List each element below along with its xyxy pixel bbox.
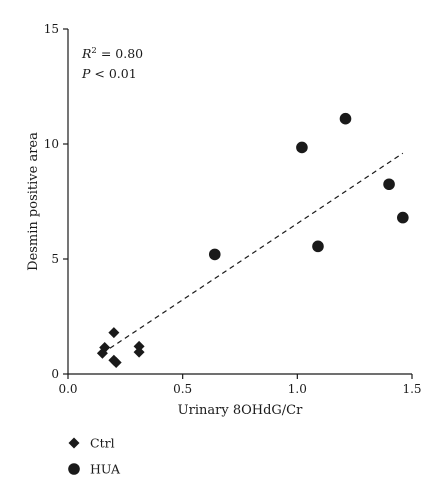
- legend-label: HUA: [90, 462, 121, 477]
- axes: [67, 29, 412, 375]
- trendline: [102, 152, 404, 354]
- y-axis-label: Desmin positive area: [26, 132, 41, 271]
- y-tick-label: 10: [44, 137, 59, 151]
- r-squared-annotation: R2 = 0.80: [81, 46, 143, 61]
- data-point-hua: [383, 178, 395, 191]
- data-point-hua: [296, 141, 308, 154]
- x-tick-label: 0.0: [58, 382, 77, 396]
- r2-value: = 0.80: [97, 46, 143, 61]
- r2-superscript: 2: [91, 46, 96, 56]
- legend-item-hua: HUA: [68, 462, 121, 477]
- y-tick-label: 15: [44, 22, 59, 36]
- data-points: [96, 112, 409, 368]
- r2-symbol: R: [81, 46, 91, 61]
- x-axis-label: Urinary 8OHdG/Cr: [178, 403, 303, 418]
- x-tick-label: 1.5: [402, 382, 421, 396]
- data-point-hua: [397, 211, 409, 224]
- p-value-annotation: P < 0.01: [81, 66, 137, 81]
- data-point-hua: [208, 248, 221, 261]
- x-tick-label: 0.5: [173, 382, 192, 396]
- y-tick-label: 5: [51, 252, 59, 266]
- x-tick-label: 1.0: [288, 382, 307, 396]
- data-point-ctrl: [133, 346, 145, 358]
- data-point-hua: [312, 240, 324, 253]
- x-ticks: 0.0 0.5 1.0 1.5: [58, 374, 422, 396]
- data-point-ctrl: [99, 342, 111, 354]
- data-point-ctrl: [133, 340, 145, 352]
- data-point-ctrl: [110, 357, 122, 368]
- legend: Ctrl HUA: [68, 436, 121, 477]
- stats-annotation: R2 = 0.80 P < 0.01: [81, 46, 143, 81]
- legend-item-ctrl: Ctrl: [68, 436, 115, 451]
- y-tick-label: 0: [51, 367, 59, 381]
- legend-marker-hua: [68, 463, 80, 475]
- data-point-ctrl: [108, 327, 120, 339]
- data-point-hua: [339, 112, 352, 125]
- legend-label: Ctrl: [90, 436, 115, 451]
- p-value: < 0.01: [90, 66, 136, 81]
- y-ticks: 0 5 10 15: [44, 22, 68, 381]
- legend-marker-ctrl: [68, 437, 80, 449]
- p-symbol: P: [81, 66, 91, 81]
